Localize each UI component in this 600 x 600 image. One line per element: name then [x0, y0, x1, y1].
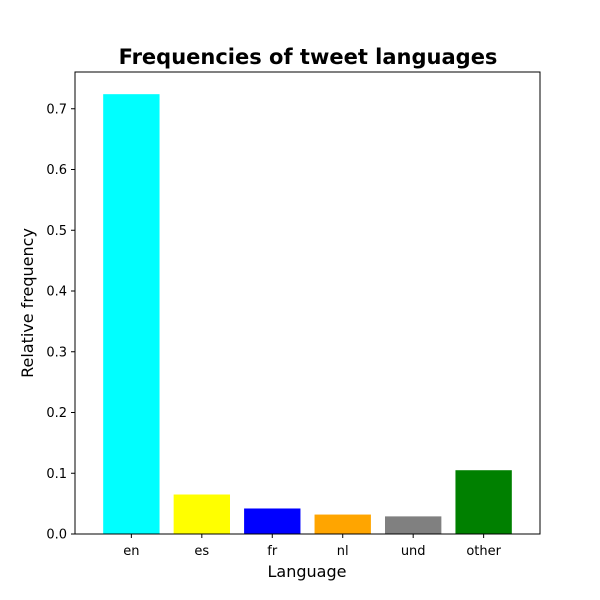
bar-other — [455, 470, 512, 534]
bar-und — [385, 516, 442, 534]
y-tick-label: 0.5 — [46, 224, 67, 239]
bar-es — [173, 494, 230, 534]
plot-frame — [74, 71, 541, 535]
bar-nl — [314, 514, 371, 534]
y-axis-label: Relative frequency — [18, 228, 37, 378]
bars-group — [103, 94, 512, 534]
y-tick-label: 0.6 — [46, 163, 67, 178]
x-tick-label: es — [194, 544, 209, 559]
chart-title: Frequencies of tweet languages — [119, 45, 498, 69]
x-tick-label: nl — [337, 544, 349, 559]
x-tick-label: en — [123, 544, 139, 559]
x-tick-label: und — [401, 544, 426, 559]
y-tick-label: 0.7 — [46, 102, 67, 117]
y-tick-label: 0.2 — [46, 406, 67, 421]
y-tick-label: 0.1 — [46, 467, 67, 482]
y-tick-label: 0.4 — [46, 285, 67, 300]
x-axis: en es fr nl und other — [123, 534, 502, 559]
x-tick-label: fr — [267, 544, 278, 559]
y-axis: 0.0 0.1 0.2 0.3 0.4 0.5 0.6 0.7 — [46, 102, 75, 543]
bar-en — [103, 94, 160, 534]
y-tick-label: 0.0 — [46, 528, 67, 543]
x-tick-label: other — [466, 544, 501, 559]
x-axis-label: Language — [268, 562, 347, 581]
y-tick-label: 0.3 — [46, 345, 67, 360]
bar-fr — [244, 508, 301, 534]
